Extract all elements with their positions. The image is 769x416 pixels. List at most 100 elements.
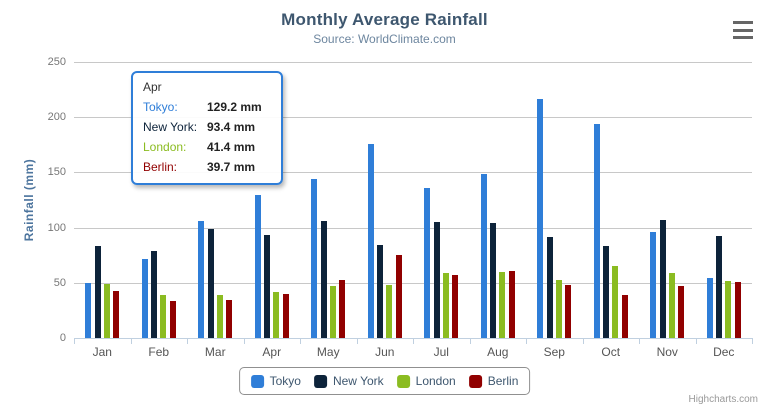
bar-new-york-jul[interactable] (433, 222, 440, 338)
export-menu-icon[interactable] (730, 19, 756, 41)
bar-new-york-aug[interactable] (490, 222, 497, 338)
bar-tokyo-may[interactable] (311, 179, 318, 338)
x-axis-tick (695, 339, 697, 344)
gridline (74, 282, 752, 284)
bar-berlin-jul[interactable] (452, 274, 459, 338)
bar-berlin-dec[interactable] (734, 281, 741, 338)
x-axis-category-label: Oct (601, 345, 621, 359)
tooltip-row: New York: 93.4 mm (143, 117, 271, 137)
y-axis-tick-label: 200 (47, 111, 66, 124)
bar-berlin-oct[interactable] (621, 294, 628, 338)
bar-berlin-sep[interactable] (565, 285, 572, 338)
bar-tokyo-jul[interactable] (424, 188, 431, 338)
gridline (74, 172, 752, 174)
y-axis-tick-label: 250 (47, 56, 66, 68)
bar-tokyo-apr[interactable] (254, 195, 261, 338)
tooltip-series-name: London: (143, 140, 187, 154)
bar-new-york-feb[interactable] (151, 251, 158, 338)
x-axis-category-label: Jan (92, 345, 112, 359)
tooltip: Apr Tokyo: 129.2 mm New York: 93.4 mm London… (131, 71, 283, 185)
legend-swatch (313, 374, 327, 388)
bar-new-york-nov[interactable] (659, 220, 666, 338)
highcharts-credit[interactable]: Highcharts.com (688, 394, 758, 405)
legend: Tokyo New York London Berlin (238, 367, 531, 395)
legend-label: New York (332, 374, 384, 388)
legend-label: Tokyo (269, 374, 301, 388)
bar-berlin-nov[interactable] (678, 286, 685, 338)
bar-berlin-aug[interactable] (508, 271, 515, 338)
x-axis-tick (639, 339, 640, 344)
legend-swatch (250, 374, 264, 388)
tooltip-header: Apr (143, 80, 162, 94)
chart-title: Monthly Average Rainfall (281, 10, 488, 29)
x-axis-tick (469, 339, 471, 344)
bar-london-feb[interactable] (160, 295, 167, 338)
tooltip-row: London: 41.4 mm (143, 137, 271, 157)
x-axis-category-label: Feb (148, 345, 170, 359)
bar-berlin-apr[interactable] (282, 294, 289, 338)
bar-berlin-jan[interactable] (113, 291, 120, 338)
chart-subtitle: Source: WorldClimate.com (313, 32, 456, 46)
bar-tokyo-jun[interactable] (367, 143, 374, 338)
bar-new-york-dec[interactable] (716, 236, 723, 338)
bar-london-jul[interactable] (442, 272, 449, 338)
y-axis-tick-label: 150 (47, 166, 66, 179)
tooltip-series-value: 41.4 mm (207, 140, 256, 154)
bar-new-york-jan[interactable] (94, 245, 101, 338)
tooltip-series-value: 39.7 mm (207, 160, 256, 174)
tooltip-row: Tokyo: 129.2 mm (143, 97, 271, 117)
bar-berlin-jun[interactable] (395, 254, 402, 338)
bar-london-jan[interactable] (103, 284, 110, 338)
bar-london-oct[interactable] (612, 266, 619, 338)
x-axis-category-label: Nov (656, 345, 678, 359)
bar-tokyo-feb[interactable] (141, 259, 148, 338)
bar-london-may[interactable] (329, 286, 336, 338)
legend-item-new-york[interactable]: New York (313, 374, 384, 388)
x-axis-tick (243, 339, 245, 344)
gridline (74, 62, 752, 63)
bar-tokyo-mar[interactable] (198, 220, 205, 338)
bar-new-york-may[interactable] (320, 220, 327, 338)
bar-tokyo-sep[interactable] (537, 99, 544, 338)
legend-swatch (396, 374, 410, 388)
bar-tokyo-oct[interactable] (593, 123, 600, 338)
legend-item-berlin[interactable]: Berlin (468, 374, 519, 388)
bar-new-york-apr[interactable] (264, 234, 271, 338)
legend-label: London (415, 374, 456, 388)
legend-item-tokyo[interactable]: Tokyo (250, 374, 301, 388)
bar-london-apr[interactable] (273, 292, 280, 338)
x-axis-tick (300, 339, 301, 344)
bar-new-york-jun[interactable] (377, 244, 384, 338)
x-axis-line (74, 338, 753, 339)
bar-tokyo-nov[interactable] (650, 232, 657, 338)
gridline (74, 227, 752, 229)
tooltip-series-value: 129.2 mm (207, 100, 262, 114)
y-axis-tick-label: 50 (53, 276, 66, 289)
bar-london-nov[interactable] (668, 272, 675, 338)
bar-london-mar[interactable] (216, 294, 223, 338)
x-axis-category-label: Mar (204, 345, 226, 359)
x-axis-category-label: Sep (543, 345, 565, 359)
bar-tokyo-aug[interactable] (480, 174, 487, 338)
bar-berlin-feb[interactable] (169, 301, 176, 338)
bar-tokyo-jan[interactable] (85, 282, 92, 338)
bar-new-york-sep[interactable] (546, 237, 553, 338)
bar-berlin-mar[interactable] (226, 299, 233, 338)
bar-new-york-mar[interactable] (207, 229, 214, 338)
bar-new-york-oct[interactable] (603, 245, 610, 338)
bar-london-sep[interactable] (555, 280, 562, 338)
x-axis-tick (526, 339, 527, 344)
x-axis-category-label: Apr (262, 345, 282, 359)
bar-london-jun[interactable] (386, 284, 393, 338)
tooltip-series-value: 93.4 mm (207, 120, 256, 134)
bar-berlin-may[interactable] (339, 279, 346, 338)
legend-item-london[interactable]: London (396, 374, 456, 388)
bar-london-aug[interactable] (499, 272, 506, 338)
x-axis-tick (752, 339, 753, 344)
legend-label: Berlin (487, 374, 519, 388)
y-axis-tick-label: 0 (59, 332, 66, 344)
bar-london-dec[interactable] (725, 281, 732, 338)
x-axis-category-label: Jul (433, 345, 449, 359)
bar-tokyo-dec[interactable] (706, 277, 713, 338)
